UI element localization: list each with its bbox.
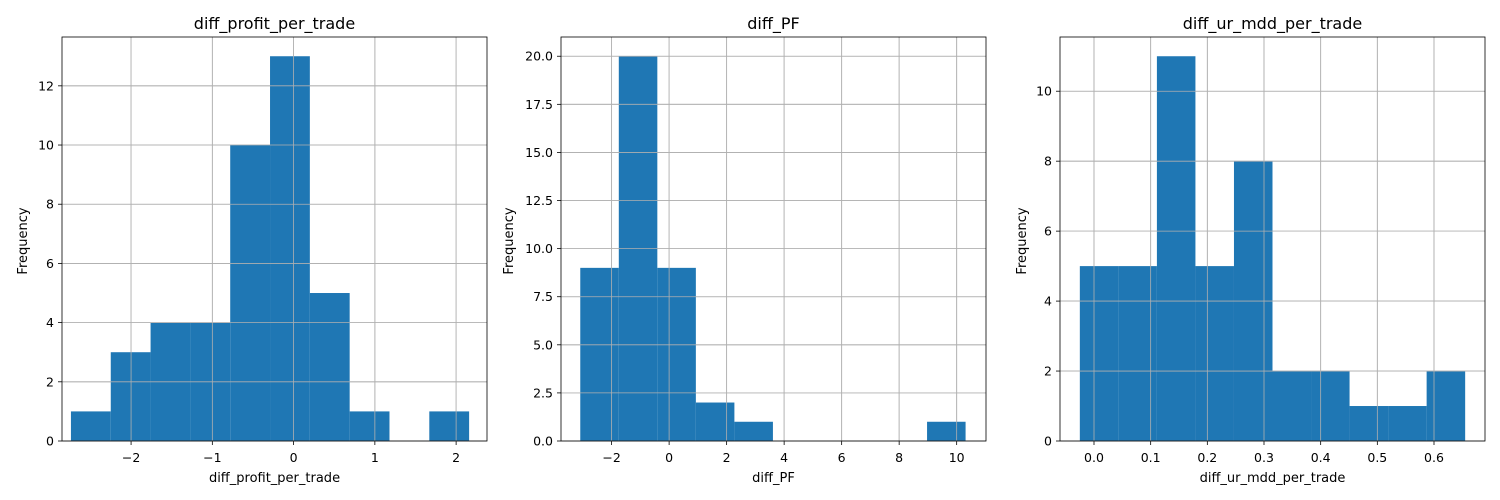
histogram-bar — [695, 402, 735, 441]
histogram-panel-diff-ur-mdd-per-trade: diff_ur_mdd_per_trade diff_ur_mdd_per_tr… — [1015, 14, 1486, 486]
x-tick-label: 8 — [895, 450, 903, 465]
x-tick-label: 0.5 — [1367, 450, 1387, 465]
x-tick-label: −1 — [203, 450, 221, 465]
y-tick-label: 12 — [38, 78, 54, 93]
histogram-bars — [1079, 56, 1466, 441]
histogram-bar — [1272, 371, 1312, 441]
plot-frame — [1059, 36, 1486, 442]
x-tick-label: 0.2 — [1197, 450, 1217, 465]
histogram-bar — [1311, 371, 1350, 441]
histogram-panel-diff-pf: diff_PF diff_PF Frequency −2 0 2 4 6 8 10 0.0 2.… — [502, 14, 987, 486]
y-tick-label: 8 — [46, 197, 54, 212]
y-tick-label: 2.5 — [533, 385, 553, 400]
histogram-bar — [70, 411, 111, 441]
y-tick-label: 15.0 — [525, 145, 553, 160]
y-tick-label: 0.0 — [533, 434, 553, 449]
histogram-bar — [309, 293, 350, 441]
x-axis-label: diff_PF — [752, 471, 795, 486]
histogram-bar — [580, 267, 619, 441]
x-tick-label: 10 — [949, 450, 965, 465]
x-tick-label: 0 — [290, 450, 298, 465]
x-tick-label: 0.3 — [1254, 450, 1274, 465]
histogram-bar — [429, 411, 470, 441]
histogram-bar — [1156, 56, 1196, 441]
histogram-bar — [270, 56, 310, 441]
y-tick-label: 12.5 — [525, 193, 553, 208]
histogram-bar — [1118, 266, 1157, 441]
plot-frame — [560, 36, 987, 442]
histogram-bar — [349, 411, 390, 441]
y-tick-label: 2 — [1044, 364, 1052, 379]
grid-overlay — [62, 37, 487, 442]
y-tick-label: 0 — [1044, 434, 1052, 449]
y-tick-label: 5.0 — [533, 337, 553, 352]
y-tick-label: 7.5 — [533, 289, 553, 304]
y-tick-label: 8 — [1044, 154, 1052, 169]
x-tick-label: 0.4 — [1311, 450, 1331, 465]
y-tick-label: 17.5 — [525, 97, 553, 112]
x-tick-label: 0.0 — [1084, 450, 1104, 465]
y-tick-label: 10.0 — [525, 241, 553, 256]
x-tick-label: 2 — [723, 450, 731, 465]
y-tick-label: 4 — [46, 315, 54, 330]
chart-title: diff_profit_per_trade — [194, 14, 355, 34]
histogram-panel-diff-profit-per-trade: diff_profit_per_trade diff_profit_per_tr… — [16, 14, 488, 486]
y-tick-label: 4 — [1044, 294, 1052, 309]
grid-overlay — [1060, 37, 1485, 442]
y-tick-label: 10 — [1036, 84, 1052, 99]
y-axis-label: Frequency — [1015, 207, 1030, 274]
y-tick-label: 0 — [46, 434, 54, 449]
x-tick-label: 0.1 — [1141, 450, 1161, 465]
x-axis-label: diff_profit_per_trade — [209, 471, 340, 486]
x-tick-label: 4 — [780, 450, 788, 465]
x-axis-label: diff_ur_mdd_per_trade — [1200, 471, 1346, 486]
y-tick-label: 6 — [1044, 224, 1052, 239]
chart-title: diff_PF — [747, 14, 799, 34]
histogram-bar — [1079, 266, 1119, 441]
histogram-bar — [230, 145, 271, 441]
x-tick-label: −2 — [122, 450, 140, 465]
x-tick-label: 1 — [371, 450, 379, 465]
histogram-bar — [1426, 371, 1466, 441]
histogram-bar — [657, 267, 696, 441]
chart-title: diff_ur_mdd_per_trade — [1183, 14, 1362, 34]
x-tick-label: 0.6 — [1424, 450, 1444, 465]
x-tick-label: 2 — [452, 450, 460, 465]
histogram-bar — [1195, 266, 1234, 441]
histogram-bar — [110, 352, 151, 441]
x-tick-label: 6 — [838, 450, 846, 465]
y-tick-label: 2 — [46, 374, 54, 389]
histogram-bar — [734, 421, 773, 441]
histogram-bar — [927, 421, 966, 441]
axes: 0.0 0.1 0.2 0.3 0.4 0.5 0.6 0 2 4 6 8 10 — [1036, 84, 1444, 465]
x-tick-label: −2 — [602, 450, 620, 465]
y-tick-label: 10 — [38, 138, 54, 153]
y-tick-label: 6 — [46, 256, 54, 271]
axes: −2 0 2 4 6 8 10 0.0 2.5 5.0 7.5 10.0 12.5 15.0 17.5 20.… — [525, 49, 965, 465]
x-tick-label: 0 — [665, 450, 673, 465]
y-tick-label: 20.0 — [525, 49, 553, 64]
y-axis-label: Frequency — [16, 207, 31, 274]
y-axis-label: Frequency — [502, 207, 517, 274]
histogram-bar — [1349, 406, 1389, 441]
histogram-bar — [1388, 406, 1427, 441]
plot-frame — [61, 36, 488, 442]
